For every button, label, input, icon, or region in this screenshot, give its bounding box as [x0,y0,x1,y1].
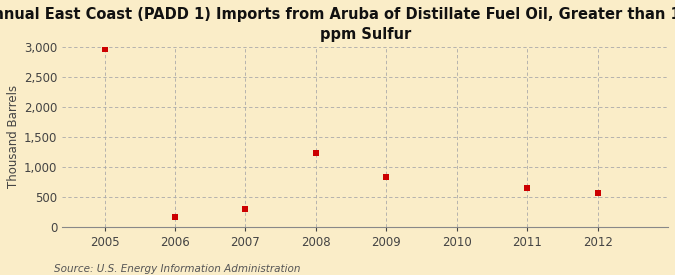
Text: Source: U.S. Energy Information Administration: Source: U.S. Energy Information Administ… [54,264,300,274]
Title: Annual East Coast (PADD 1) Imports from Aruba of Distillate Fuel Oil, Greater th: Annual East Coast (PADD 1) Imports from … [0,7,675,42]
Y-axis label: Thousand Barrels: Thousand Barrels [7,85,20,188]
